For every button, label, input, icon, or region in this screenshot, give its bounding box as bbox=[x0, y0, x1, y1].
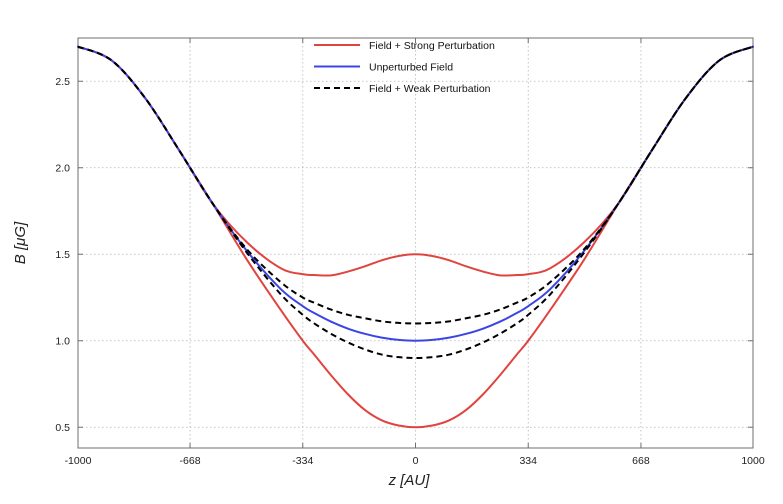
x-tick-label: -1000 bbox=[65, 455, 92, 467]
x-tick-label: -334 bbox=[292, 455, 313, 467]
x-axis-title: z [AU] bbox=[388, 472, 431, 489]
y-tick-label: 1.5 bbox=[55, 249, 70, 261]
y-tick-label: 2.0 bbox=[55, 163, 70, 175]
grid bbox=[77, 38, 754, 448]
axis-ticks: -1000 -668 -334 0 334 668 1000 0.5 1.0 1.5 2.0 2.5 bbox=[55, 38, 765, 467]
legend-label: Field + Weak Perturbation bbox=[369, 83, 491, 95]
legend-label: Unperturbed Field bbox=[369, 62, 453, 74]
series-group bbox=[77, 45, 754, 429]
field-weak-perturbation-upper-line bbox=[77, 45, 754, 325]
field-strong-perturbation-lower-line bbox=[77, 45, 754, 429]
y-tick-label: 2.5 bbox=[55, 76, 70, 88]
legend-label: Field + Strong Perturbation bbox=[369, 40, 495, 52]
field-weak-perturbation-lower-line bbox=[77, 45, 754, 360]
y-axis-title: B [μG] bbox=[12, 221, 29, 264]
field-strong-perturbation-upper-line bbox=[77, 45, 754, 277]
x-tick-label: 1000 bbox=[741, 455, 765, 467]
x-tick-label: 334 bbox=[519, 455, 537, 467]
legend: Field + Strong Perturbation Unperturbed F… bbox=[314, 40, 495, 95]
y-tick-label: 1.0 bbox=[55, 336, 70, 348]
x-tick-label: 668 bbox=[632, 455, 650, 467]
x-tick-label: -668 bbox=[180, 455, 201, 467]
y-tick-label: 0.5 bbox=[55, 422, 70, 434]
x-tick-label: 0 bbox=[413, 455, 419, 467]
